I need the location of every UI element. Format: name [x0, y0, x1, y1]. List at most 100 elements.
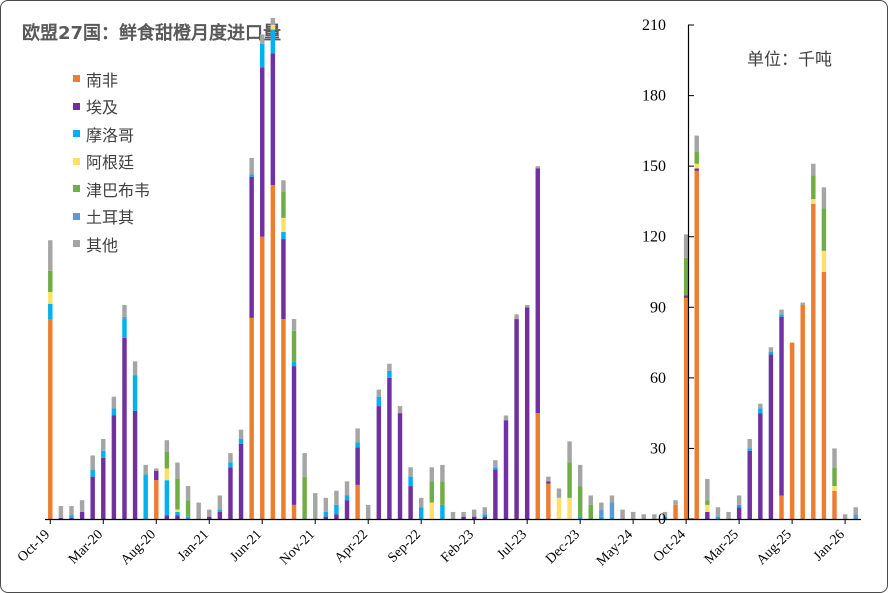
bar-segment-6-Jun-20: [132, 361, 138, 376]
bar-segment-6-May-20: [122, 304, 127, 317]
bar-segment-1-Jul-21: [270, 53, 276, 185]
bar-segment-1-Jun-22: [387, 377, 392, 519]
bar-segment-1-Dec-21: [323, 516, 329, 519]
bar-segment-2-Dec-23: [577, 516, 583, 519]
bar-segment-6-Jul-25: [779, 309, 784, 315]
bar-segment-1-Apr-23: [493, 469, 498, 519]
bar-segment-6-Apr-23: [493, 460, 498, 468]
bar-segment-2-May-21: [249, 174, 254, 177]
bar-segment-6-Mar-21: [228, 453, 233, 463]
bar-segment-2-Jun-22: [387, 370, 392, 378]
bar-segment-3-Nov-23: [567, 497, 572, 519]
bar-segment-1-May-23: [503, 420, 509, 519]
bar-segment-2-Mar-20: [101, 450, 106, 458]
bar-segment-2-Apr-25: [747, 448, 752, 451]
x-tick-label: Oct-19: [15, 527, 53, 565]
bar-segment-4-Oct-19: [48, 270, 53, 292]
bar-segment-3-Oct-23: [556, 497, 562, 519]
bar-segment-2-Apr-20: [111, 408, 117, 416]
bar-segment-6-Jan-25: [715, 507, 721, 517]
bar-segment-1-Nov-24: [694, 168, 699, 171]
bar-segment-6-Nov-20: [185, 486, 191, 501]
bar-segment-6-Jul-21: [270, 17, 276, 25]
bar-segment-3-Nov-24: [694, 163, 699, 169]
bar-segment-6-Sep-21: [291, 319, 297, 331]
bar-segment-0-Jul-21: [270, 184, 276, 519]
bar-segment-4-Dec-25: [832, 467, 837, 487]
bar-segment-6-Oct-22: [429, 467, 435, 482]
bar-segment-2-Jul-25: [779, 314, 784, 317]
bar-segment-1-Jun-23: [514, 319, 519, 519]
bar-segment-1-Jul-23: [524, 307, 530, 519]
bar-segment-0-Nov-25: [821, 272, 827, 519]
bar-segment-4-Oct-24: [683, 257, 689, 296]
bar-segment-2-Jun-20: [132, 375, 138, 411]
chart-title: 欧盟27国：鲜食甜橙月度进口量: [22, 23, 282, 44]
bar-segment-6-May-22: [376, 389, 382, 397]
bar-segment-2-May-25: [758, 408, 763, 414]
bar-segment-0-Sep-25: [800, 304, 805, 519]
bar-segment-0-Nov-24: [694, 170, 699, 519]
bar-segment-0-Aug-25: [789, 342, 795, 519]
bar-segment-4-Oct-21: [302, 476, 307, 519]
bar-segment-6-Jul-23: [524, 304, 530, 308]
legend-swatch: [73, 157, 80, 165]
bar-segment-2-May-22: [376, 396, 382, 407]
bar-segment-0-Oct-19: [48, 319, 53, 519]
bar-segment-1-Jan-20: [79, 511, 85, 519]
y-tick-label: 60: [650, 370, 666, 387]
bar-segment-3-Jul-21: [270, 25, 276, 30]
bar-segment-2-Jan-22: [334, 504, 339, 515]
bar-segment-2-Apr-21: [238, 439, 244, 444]
bar-segment-6-Aug-22: [408, 467, 413, 477]
legend-swatch: [73, 185, 80, 193]
bar-segment-5-May-20: [122, 316, 127, 320]
bar-segment-6-Nov-22: [440, 464, 445, 482]
legend-label: 埃及: [86, 98, 119, 118]
bar-segment-5-Feb-24: [599, 509, 604, 517]
bar-segment-1-Dec-19: [69, 517, 74, 519]
bar-segment-6-Sep-22: [418, 497, 424, 508]
bar-segment-1-Mar-25: [736, 507, 742, 519]
bar-segment-0-Oct-24: [683, 297, 689, 519]
bar-segment-6-Oct-20: [175, 462, 180, 480]
bar-segment-6-Sep-25: [800, 302, 805, 305]
x-tick-label: Feb-23: [438, 527, 477, 566]
bar-segment-6-Feb-22: [344, 481, 350, 496]
bar-segment-3-Oct-19: [48, 292, 53, 304]
bar-segment-6-May-21: [249, 157, 254, 175]
bar-segment-1-Apr-25: [747, 450, 752, 519]
bar-segment-1-Jun-20: [132, 410, 138, 519]
bar-segment-6-Jun-24: [641, 514, 646, 519]
chart-legend: 南非 埃及 摩洛哥 阿根廷 津巴布韦 土耳其 其他: [73, 65, 150, 258]
bar-segment-6-Apr-20: [111, 396, 117, 409]
bar-segment-6-Nov-24: [694, 135, 699, 153]
bar-segment-1-Oct-24: [683, 295, 689, 298]
bar-segment-6-Oct-25: [811, 163, 816, 176]
y-tick-label: 210: [642, 17, 666, 34]
bar-segment-2-Nov-20: [185, 516, 191, 519]
bar-segment-6-Mar-24: [609, 495, 615, 503]
bar-segment-0-Aug-20: [154, 480, 159, 519]
bar-segment-1-Mar-22: [355, 447, 360, 485]
bar-segment-2-Mar-22: [355, 442, 360, 448]
x-tick-label: Jan-26: [811, 527, 848, 564]
bar-segment-6-Dec-21: [323, 497, 329, 512]
bar-segment-1-Feb-22: [344, 500, 350, 519]
bar-segment-1-Nov-19: [58, 517, 64, 519]
x-tick-label: May-24: [594, 527, 636, 569]
bar-segment-1-Mar-23: [482, 516, 488, 519]
legend-item: 阿根廷: [73, 148, 150, 176]
bar-segment-6-Mar-25: [736, 495, 742, 505]
legend-item: 津巴布韦: [73, 175, 150, 203]
bar-segment-2-Sep-21: [291, 361, 297, 367]
bar-segment-6-Dec-24: [705, 479, 710, 501]
bar-segment-6-Jan-23: [461, 511, 466, 517]
bar-segment-6-Dec-20: [196, 502, 201, 519]
bar-segment-6-Aug-23: [535, 166, 540, 169]
bar-segment-2-Aug-21: [281, 232, 286, 240]
x-tick-label: Sep-22: [385, 527, 424, 566]
bar-segment-4-Nov-24: [694, 152, 699, 164]
bar-segment-0-Jun-21: [260, 236, 265, 519]
bar-segment-2-Dec-19: [69, 515, 74, 518]
